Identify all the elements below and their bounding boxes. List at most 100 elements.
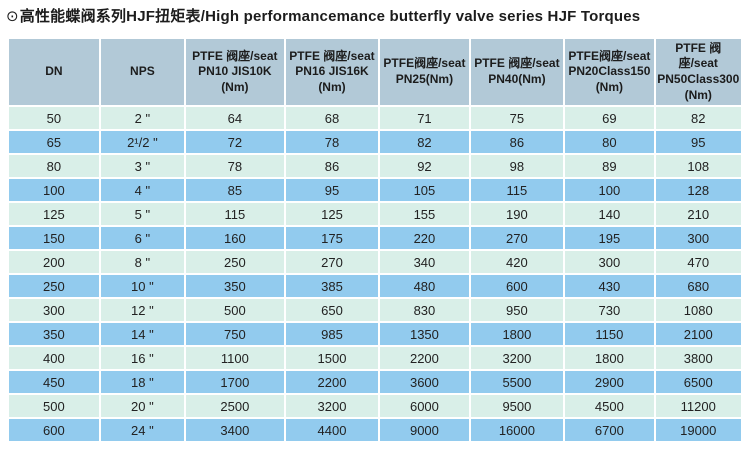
table-cell: 86 bbox=[470, 131, 564, 153]
table-cell: 200 bbox=[9, 251, 99, 273]
table-cell: 385 bbox=[285, 275, 379, 297]
table-cell: 89 bbox=[565, 155, 654, 177]
table-cell: 400 bbox=[9, 347, 99, 369]
table-row: 350 14 " 750 985 1350 1800 1150 2100 bbox=[9, 323, 741, 345]
table-body: 50 2 " 64 68 71 75 69 82 65 2¹/2 " 72 78 82 86 80 95 80 3… bbox=[9, 107, 741, 441]
page-title: ⊙高性能蝶阀系列HJF扭矩表/High performancemance but… bbox=[0, 0, 750, 26]
table-row: 125 5 " 115 125 155 190 140 210 bbox=[9, 203, 741, 225]
table-cell: 680 bbox=[655, 275, 741, 297]
table-cell: 8 " bbox=[100, 251, 185, 273]
table-cell: 16 " bbox=[100, 347, 185, 369]
table-cell: 420 bbox=[470, 251, 564, 273]
column-header-pn50class300: PTFE 阀座/seat PN50Class300 (Nm) bbox=[655, 39, 741, 105]
table-cell: 350 bbox=[9, 323, 99, 345]
table-cell: 190 bbox=[470, 203, 564, 225]
table-cell: 95 bbox=[655, 131, 741, 153]
table-row: 250 10 " 350 385 480 600 430 680 bbox=[9, 275, 741, 297]
table-cell: 450 bbox=[9, 371, 99, 393]
table-row: 400 16 " 1100 1500 2200 3200 1800 3800 bbox=[9, 347, 741, 369]
table-cell: 82 bbox=[380, 131, 469, 153]
table-cell: 80 bbox=[9, 155, 99, 177]
table-cell: 1700 bbox=[186, 371, 284, 393]
table-cell: 1500 bbox=[285, 347, 379, 369]
table-row: 200 8 " 250 270 340 420 300 470 bbox=[9, 251, 741, 273]
table-row: 65 2¹/2 " 72 78 82 86 80 95 bbox=[9, 131, 741, 153]
table-cell: 82 bbox=[655, 107, 741, 129]
table-cell: 5500 bbox=[470, 371, 564, 393]
table-cell: 250 bbox=[9, 275, 99, 297]
table-cell: 195 bbox=[565, 227, 654, 249]
table-cell: 6 " bbox=[100, 227, 185, 249]
table-row: 100 4 " 85 95 105 115 100 128 bbox=[9, 179, 741, 201]
table-cell: 100 bbox=[9, 179, 99, 201]
circle-dot-icon: ⊙ bbox=[6, 8, 19, 25]
table-cell: 12 " bbox=[100, 299, 185, 321]
torque-table: DN NPS PTFE 阀座/seat PN10 JIS10K (Nm) PTF… bbox=[7, 37, 743, 443]
table-row: 300 12 " 500 650 830 950 730 1080 bbox=[9, 299, 741, 321]
table-cell: 985 bbox=[285, 323, 379, 345]
page-title-text: 高性能蝶阀系列HJF扭矩表/High performancemance butt… bbox=[19, 8, 641, 25]
table-cell: 128 bbox=[655, 179, 741, 201]
table-cell: 250 bbox=[186, 251, 284, 273]
table-cell: 78 bbox=[285, 131, 379, 153]
table-cell: 72 bbox=[186, 131, 284, 153]
table-cell: 68 bbox=[285, 107, 379, 129]
table-cell: 115 bbox=[186, 203, 284, 225]
table-cell: 1800 bbox=[470, 323, 564, 345]
table-cell: 340 bbox=[380, 251, 469, 273]
table-cell: 10 " bbox=[100, 275, 185, 297]
column-header-pn16: PTFE 阀座/seat PN16 JIS16K (Nm) bbox=[285, 39, 379, 105]
table-cell: 3 " bbox=[100, 155, 185, 177]
table-cell: 4400 bbox=[285, 419, 379, 441]
table-cell: 500 bbox=[186, 299, 284, 321]
table-cell: 830 bbox=[380, 299, 469, 321]
table-cell: 210 bbox=[655, 203, 741, 225]
table-cell: 3400 bbox=[186, 419, 284, 441]
table-cell: 6000 bbox=[380, 395, 469, 417]
table-cell: 500 bbox=[9, 395, 99, 417]
table-cell: 100 bbox=[565, 179, 654, 201]
table-cell: 1150 bbox=[565, 323, 654, 345]
table-cell: 750 bbox=[186, 323, 284, 345]
table-cell: 2100 bbox=[655, 323, 741, 345]
table-cell: 18 " bbox=[100, 371, 185, 393]
column-header-pn40: PTFE 阀座/seat PN40(Nm) bbox=[470, 39, 564, 105]
table-cell: 1100 bbox=[186, 347, 284, 369]
table-cell: 350 bbox=[186, 275, 284, 297]
table-cell: 4500 bbox=[565, 395, 654, 417]
table-cell: 270 bbox=[285, 251, 379, 273]
table-cell: 300 bbox=[9, 299, 99, 321]
table-cell: 730 bbox=[565, 299, 654, 321]
table-cell: 92 bbox=[380, 155, 469, 177]
table-cell: 98 bbox=[470, 155, 564, 177]
table-cell: 11200 bbox=[655, 395, 741, 417]
table-cell: 3600 bbox=[380, 371, 469, 393]
table-row: 500 20 " 2500 3200 6000 9500 4500 11200 bbox=[9, 395, 741, 417]
table-cell: 75 bbox=[470, 107, 564, 129]
table-cell: 108 bbox=[655, 155, 741, 177]
table-cell: 155 bbox=[380, 203, 469, 225]
table-cell: 600 bbox=[9, 419, 99, 441]
table-cell: 71 bbox=[380, 107, 469, 129]
table-cell: 16000 bbox=[470, 419, 564, 441]
column-header-nps: NPS bbox=[100, 39, 185, 105]
table-cell: 2200 bbox=[380, 347, 469, 369]
table-cell: 78 bbox=[186, 155, 284, 177]
table-row: 600 24 " 3400 4400 9000 16000 6700 19000 bbox=[9, 419, 741, 441]
table-cell: 480 bbox=[380, 275, 469, 297]
table-cell: 300 bbox=[655, 227, 741, 249]
column-header-pn25: PTFE阀座/seat PN25(Nm) bbox=[380, 39, 469, 105]
table-cell: 175 bbox=[285, 227, 379, 249]
table-cell: 150 bbox=[9, 227, 99, 249]
table-cell: 1800 bbox=[565, 347, 654, 369]
table-cell: 2900 bbox=[565, 371, 654, 393]
table-cell: 80 bbox=[565, 131, 654, 153]
table-cell: 65 bbox=[9, 131, 99, 153]
table-cell: 140 bbox=[565, 203, 654, 225]
table-cell: 2500 bbox=[186, 395, 284, 417]
table-cell: 1350 bbox=[380, 323, 469, 345]
table-cell: 5 " bbox=[100, 203, 185, 225]
table-cell: 220 bbox=[380, 227, 469, 249]
column-header-dn: DN bbox=[9, 39, 99, 105]
